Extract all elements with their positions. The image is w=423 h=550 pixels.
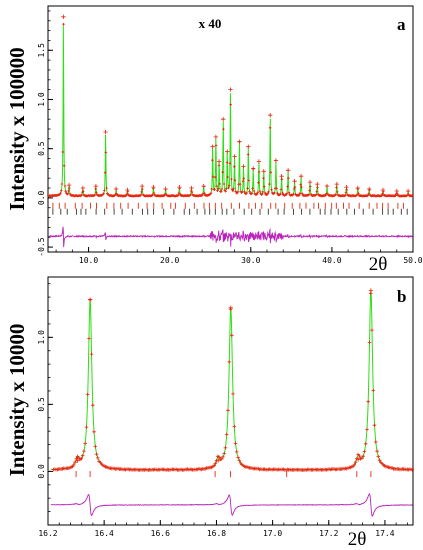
x-tick-label-a: 20.0: [160, 256, 179, 265]
axes-group-b: 16.2 16.4 16.6 16.8 17.0 17.2 17.4 0.0 0.5 1.0: [37, 283, 408, 538]
x-tick-label-b: 16.2: [38, 529, 57, 538]
difference-curve-b: [50, 493, 413, 517]
plot-frame-b: [47, 276, 414, 526]
x-tick-label-a: 30.0: [241, 256, 260, 265]
series-group-b: [50, 288, 415, 517]
y-axis-label-b: Intensity x 10000: [5, 324, 29, 477]
x-tick-label-a: 50.0: [403, 256, 422, 265]
y-axis-label-a: Intensity x 100000: [5, 47, 29, 210]
x-axis-label-a: 2θ: [369, 254, 388, 275]
x-axis-label-b: 2θ: [348, 529, 367, 550]
calculated-curve-a: [48, 25, 413, 197]
x-tick-label-b: 17.0: [263, 529, 282, 538]
observed-points-a: [46, 14, 414, 198]
y-tick-label-b: 0.0: [37, 464, 46, 479]
observed-points-b: [51, 288, 415, 472]
x-tick-label-a: 10.0: [79, 256, 98, 265]
y-tick-label-b: 1.0: [37, 330, 46, 345]
x-tick-label-b: 16.6: [151, 529, 170, 538]
y-tick-label-a: 0.5: [37, 141, 46, 156]
panel-a: 10.0 20.0 30.0 40.0 50.0 -0.5 0.0 0.5 1.0 1.5 x 4…: [5, 5, 423, 275]
x-tick-label-b: 17.2: [319, 529, 338, 538]
y-tick-label-a: -0.5: [37, 237, 46, 256]
axes-group-a: 10.0 20.0 30.0 40.0 50.0 -0.5 0.0 0.5 1.0 1.5: [37, 10, 423, 265]
y-tick-label-a: 0.0: [37, 190, 46, 205]
panel-b: 16.2 16.4 16.6 16.8 17.0 17.2 17.40.00.51.0 b …: [5, 276, 415, 550]
y-tick-label-b: 0.5: [37, 397, 46, 412]
y-tick-label-a: 1.5: [37, 43, 46, 58]
annotation-a: x 40: [199, 16, 222, 31]
difference-curve-a: [47, 226, 414, 248]
calculated-curve-b: [50, 290, 413, 471]
x-tick-label-a: 40.0: [322, 256, 341, 265]
series-group-a: [46, 14, 414, 248]
x-tick-label-b: 16.8: [207, 529, 226, 538]
panel-label-a: a: [397, 15, 406, 34]
y-tick-label-a: 1.0: [37, 92, 46, 107]
x-tick-label-b: 17.4: [375, 529, 394, 538]
x-tick-label-b: 16.4: [95, 529, 114, 538]
panel-label-b: b: [397, 287, 406, 306]
